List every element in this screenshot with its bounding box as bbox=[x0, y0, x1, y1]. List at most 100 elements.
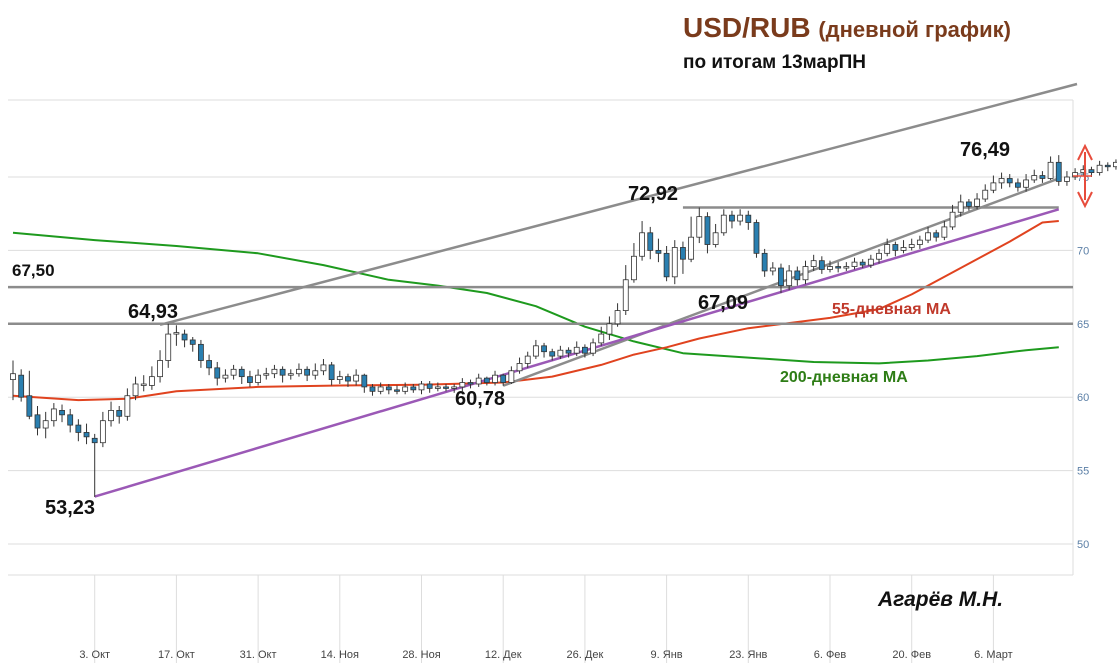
ma55-layer bbox=[12, 220, 1059, 402]
candle bbox=[279, 366, 286, 383]
candle bbox=[99, 411, 106, 448]
candle bbox=[859, 259, 866, 269]
candle bbox=[173, 325, 180, 346]
candle bbox=[50, 403, 57, 427]
candle bbox=[34, 406, 41, 436]
candle-body bbox=[287, 373, 294, 376]
candle-body bbox=[328, 364, 335, 380]
x-tick-label: 31. Окт bbox=[240, 649, 277, 661]
candle bbox=[483, 376, 490, 386]
y-tick-label: 65 bbox=[1077, 319, 1089, 331]
candle bbox=[867, 254, 874, 269]
candle bbox=[1104, 162, 1111, 172]
candle-body bbox=[140, 383, 147, 386]
candle bbox=[835, 262, 842, 273]
candle-body bbox=[312, 370, 319, 376]
title-sub: (дневной график) bbox=[818, 17, 1011, 42]
candle bbox=[148, 366, 155, 390]
candle-body bbox=[916, 239, 923, 245]
candle-body bbox=[729, 214, 735, 222]
x-tick-label: 28. Ноя bbox=[402, 649, 440, 661]
candle bbox=[443, 383, 449, 392]
candle bbox=[647, 226, 654, 260]
x-tick-label: 6. Фев bbox=[814, 649, 847, 661]
candle bbox=[516, 357, 523, 374]
candle bbox=[312, 363, 319, 380]
candle-body bbox=[42, 420, 49, 429]
candle-body bbox=[549, 351, 556, 357]
candle-body bbox=[1015, 182, 1021, 188]
candle-body bbox=[394, 389, 400, 392]
candle bbox=[712, 223, 719, 248]
candle-body bbox=[426, 383, 433, 389]
candle-body bbox=[189, 339, 196, 345]
candle bbox=[1047, 156, 1054, 180]
candle-body bbox=[304, 368, 311, 376]
candle bbox=[974, 193, 980, 210]
candle-body bbox=[271, 368, 278, 375]
arrow-head-down bbox=[1077, 191, 1093, 209]
candle bbox=[206, 354, 212, 376]
candle-body bbox=[1104, 164, 1111, 168]
y-axis: 50 55 60 65 70 75 bbox=[1077, 172, 1089, 551]
candle-body bbox=[83, 432, 90, 438]
candle bbox=[181, 329, 188, 348]
candle bbox=[810, 254, 817, 271]
price-label: 60,78 bbox=[455, 388, 505, 410]
x-tick-label: 20. Фев bbox=[892, 649, 931, 661]
candle-body bbox=[26, 395, 33, 417]
chart-title: USD/RUB (дневной график) bbox=[683, 12, 1011, 44]
candle-body bbox=[876, 252, 882, 260]
candle bbox=[639, 221, 645, 261]
candle-body bbox=[982, 189, 989, 200]
candle bbox=[1023, 174, 1029, 192]
candle bbox=[1015, 178, 1021, 192]
candle-body bbox=[345, 376, 351, 382]
candle bbox=[1064, 171, 1070, 186]
candle bbox=[1055, 155, 1062, 186]
candle-body bbox=[573, 346, 580, 354]
candle bbox=[663, 245, 670, 282]
candle-body bbox=[696, 216, 703, 238]
candle-body bbox=[18, 374, 25, 398]
candle-body bbox=[1113, 161, 1117, 168]
candle-body bbox=[925, 232, 931, 241]
candle-body bbox=[361, 374, 368, 388]
candle bbox=[925, 226, 931, 244]
candle-body bbox=[786, 270, 793, 287]
candle bbox=[998, 172, 1005, 189]
candle-body bbox=[908, 244, 915, 248]
candle-body bbox=[1006, 178, 1013, 184]
candle bbox=[631, 243, 637, 283]
candle bbox=[255, 369, 262, 386]
candle-body bbox=[827, 266, 833, 270]
candle-body bbox=[582, 346, 588, 354]
candle-body bbox=[965, 201, 972, 207]
candle bbox=[680, 241, 686, 274]
candle-body bbox=[148, 376, 155, 386]
candle-body bbox=[851, 261, 858, 267]
candle bbox=[91, 433, 98, 498]
candle-body bbox=[279, 368, 286, 376]
candle bbox=[328, 361, 335, 386]
candle bbox=[116, 406, 123, 424]
candle-body bbox=[67, 414, 74, 426]
candle bbox=[827, 260, 833, 273]
candle bbox=[198, 339, 204, 368]
candle-body bbox=[1039, 175, 1046, 179]
candle bbox=[287, 369, 294, 380]
candle-body bbox=[614, 310, 621, 325]
candle-body bbox=[712, 232, 719, 245]
candle-body bbox=[933, 232, 940, 238]
candle-body bbox=[377, 386, 384, 392]
candle bbox=[769, 262, 776, 276]
candle bbox=[59, 404, 65, 423]
candle bbox=[818, 256, 825, 274]
candle-body bbox=[606, 323, 613, 335]
candle-body bbox=[475, 377, 482, 385]
candle-body bbox=[508, 370, 515, 383]
candle-body bbox=[75, 424, 82, 433]
candle bbox=[704, 212, 711, 254]
candle-body bbox=[99, 420, 106, 444]
candle bbox=[434, 382, 441, 392]
